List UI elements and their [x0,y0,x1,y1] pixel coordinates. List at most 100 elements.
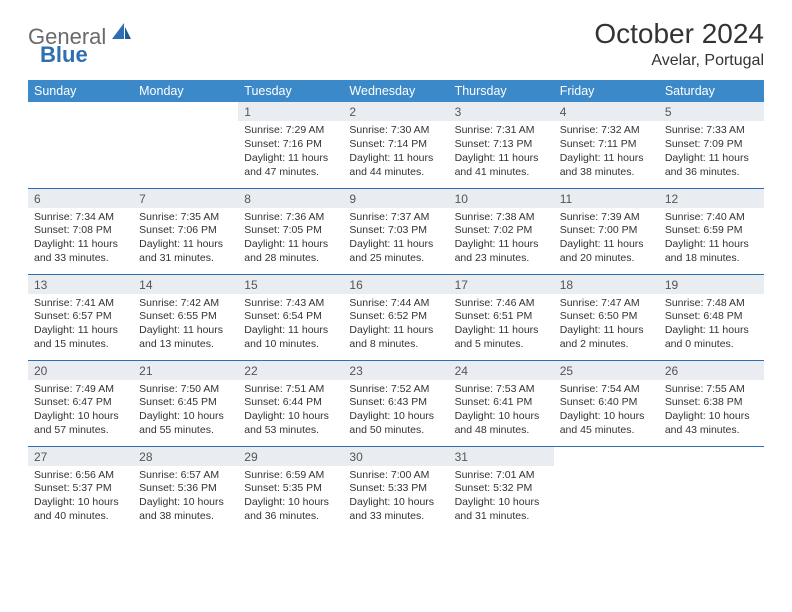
calendar-day-cell: 29Sunrise: 6:59 AMSunset: 5:35 PMDayligh… [238,446,343,532]
day-number: 9 [343,189,448,208]
day-details: Sunrise: 6:59 AMSunset: 5:35 PMDaylight:… [238,466,343,528]
daylight-text: Daylight: 10 hours and 57 minutes. [34,410,127,438]
calendar-day-cell: 10Sunrise: 7:38 AMSunset: 7:02 PMDayligh… [449,188,554,274]
day-number: 17 [449,275,554,294]
sunrise-text: Sunrise: 7:55 AM [665,383,758,397]
day-number: 19 [659,275,764,294]
day-details: Sunrise: 7:51 AMSunset: 6:44 PMDaylight:… [238,380,343,442]
daylight-text: Daylight: 10 hours and 33 minutes. [349,496,442,524]
day-number: 15 [238,275,343,294]
calendar-day-cell: 8Sunrise: 7:36 AMSunset: 7:05 PMDaylight… [238,188,343,274]
daylight-text: Daylight: 10 hours and 40 minutes. [34,496,127,524]
day-details: Sunrise: 7:34 AMSunset: 7:08 PMDaylight:… [28,208,133,270]
sunset-text: Sunset: 5:32 PM [455,482,548,496]
day-number: 23 [343,361,448,380]
calendar-week-row: 13Sunrise: 7:41 AMSunset: 6:57 PMDayligh… [28,274,764,360]
day-details: Sunrise: 7:43 AMSunset: 6:54 PMDaylight:… [238,294,343,356]
day-number: 3 [449,102,554,121]
calendar-week-row: 20Sunrise: 7:49 AMSunset: 6:47 PMDayligh… [28,360,764,446]
sunrise-text: Sunrise: 7:40 AM [665,211,758,225]
sunset-text: Sunset: 7:14 PM [349,138,442,152]
day-header: Thursday [449,80,554,102]
sunset-text: Sunset: 6:47 PM [34,396,127,410]
logo-sail-icon [110,21,132,41]
daylight-text: Daylight: 11 hours and 36 minutes. [665,152,758,180]
daylight-text: Daylight: 11 hours and 8 minutes. [349,324,442,352]
day-details: Sunrise: 7:36 AMSunset: 7:05 PMDaylight:… [238,208,343,270]
sunset-text: Sunset: 6:41 PM [455,396,548,410]
calendar-day-cell: 22Sunrise: 7:51 AMSunset: 6:44 PMDayligh… [238,360,343,446]
day-number: 10 [449,189,554,208]
sunrise-text: Sunrise: 7:52 AM [349,383,442,397]
calendar-day-cell: 19Sunrise: 7:48 AMSunset: 6:48 PMDayligh… [659,274,764,360]
calendar-day-cell: 1Sunrise: 7:29 AMSunset: 7:16 PMDaylight… [238,102,343,188]
sunrise-text: Sunrise: 7:35 AM [139,211,232,225]
sunrise-text: Sunrise: 7:42 AM [139,297,232,311]
sunset-text: Sunset: 5:36 PM [139,482,232,496]
sunrise-text: Sunrise: 7:39 AM [560,211,653,225]
calendar-day-cell: 31Sunrise: 7:01 AMSunset: 5:32 PMDayligh… [449,446,554,532]
daylight-text: Daylight: 11 hours and 47 minutes. [244,152,337,180]
sunset-text: Sunset: 7:09 PM [665,138,758,152]
day-details: Sunrise: 7:47 AMSunset: 6:50 PMDaylight:… [554,294,659,356]
day-number: 16 [343,275,448,294]
daylight-text: Daylight: 11 hours and 15 minutes. [34,324,127,352]
daylight-text: Daylight: 11 hours and 33 minutes. [34,238,127,266]
sunset-text: Sunset: 7:02 PM [455,224,548,238]
sunset-text: Sunset: 6:51 PM [455,310,548,324]
day-number: 28 [133,447,238,466]
daylight-text: Daylight: 11 hours and 31 minutes. [139,238,232,266]
calendar-day-cell: 3Sunrise: 7:31 AMSunset: 7:13 PMDaylight… [449,102,554,188]
sunrise-text: Sunrise: 7:00 AM [349,469,442,483]
sunrise-text: Sunrise: 7:29 AM [244,124,337,138]
day-header: Sunday [28,80,133,102]
daylight-text: Daylight: 11 hours and 41 minutes. [455,152,548,180]
day-details: Sunrise: 7:37 AMSunset: 7:03 PMDaylight:… [343,208,448,270]
sunrise-text: Sunrise: 7:49 AM [34,383,127,397]
calendar-day-cell: 4Sunrise: 7:32 AMSunset: 7:11 PMDaylight… [554,102,659,188]
daylight-text: Daylight: 11 hours and 0 minutes. [665,324,758,352]
day-number: 2 [343,102,448,121]
daylight-text: Daylight: 11 hours and 2 minutes. [560,324,653,352]
daylight-text: Daylight: 11 hours and 5 minutes. [455,324,548,352]
day-details: Sunrise: 7:42 AMSunset: 6:55 PMDaylight:… [133,294,238,356]
day-details: Sunrise: 7:00 AMSunset: 5:33 PMDaylight:… [343,466,448,528]
daylight-text: Daylight: 10 hours and 55 minutes. [139,410,232,438]
calendar-day-cell: 11Sunrise: 7:39 AMSunset: 7:00 PMDayligh… [554,188,659,274]
day-number: 29 [238,447,343,466]
day-number: 22 [238,361,343,380]
daylight-text: Daylight: 10 hours and 38 minutes. [139,496,232,524]
day-number: 20 [28,361,133,380]
day-number: 18 [554,275,659,294]
day-number: 24 [449,361,554,380]
sunset-text: Sunset: 6:57 PM [34,310,127,324]
day-details: Sunrise: 7:01 AMSunset: 5:32 PMDaylight:… [449,466,554,528]
calendar-day-cell: 14Sunrise: 7:42 AMSunset: 6:55 PMDayligh… [133,274,238,360]
day-number: 21 [133,361,238,380]
calendar-day-cell [659,446,764,532]
day-number: 30 [343,447,448,466]
sunset-text: Sunset: 6:55 PM [139,310,232,324]
calendar-day-cell: 18Sunrise: 7:47 AMSunset: 6:50 PMDayligh… [554,274,659,360]
calendar-week-row: 6Sunrise: 7:34 AMSunset: 7:08 PMDaylight… [28,188,764,274]
sunset-text: Sunset: 7:05 PM [244,224,337,238]
sunset-text: Sunset: 6:50 PM [560,310,653,324]
calendar-day-cell: 12Sunrise: 7:40 AMSunset: 6:59 PMDayligh… [659,188,764,274]
day-header-row: Sunday Monday Tuesday Wednesday Thursday… [28,80,764,102]
calendar-day-cell: 20 Sunrise: 7:49 AMSunset: 6:47 PMDayligh… [28,360,133,446]
day-number: 26 [659,361,764,380]
sunrise-text: Sunrise: 7:31 AM [455,124,548,138]
daylight-text: Daylight: 11 hours and 13 minutes. [139,324,232,352]
calendar-day-cell: 28Sunrise: 6:57 AMSunset: 5:36 PMDayligh… [133,446,238,532]
day-details: Sunrise: 7:29 AMSunset: 7:16 PMDaylight:… [238,121,343,183]
daylight-text: Daylight: 10 hours and 45 minutes. [560,410,653,438]
daylight-text: Daylight: 11 hours and 38 minutes. [560,152,653,180]
sunset-text: Sunset: 6:40 PM [560,396,653,410]
daylight-text: Daylight: 10 hours and 31 minutes. [455,496,548,524]
day-details: Sunrise: 7:50 AMSunset: 6:45 PMDaylight:… [133,380,238,442]
sunset-text: Sunset: 6:54 PM [244,310,337,324]
calendar-day-cell: 24Sunrise: 7:53 AMSunset: 6:41 PMDayligh… [449,360,554,446]
calendar-day-cell: 7Sunrise: 7:35 AMSunset: 7:06 PMDaylight… [133,188,238,274]
day-details: Sunrise: 7:53 AMSunset: 6:41 PMDaylight:… [449,380,554,442]
sunset-text: Sunset: 7:16 PM [244,138,337,152]
